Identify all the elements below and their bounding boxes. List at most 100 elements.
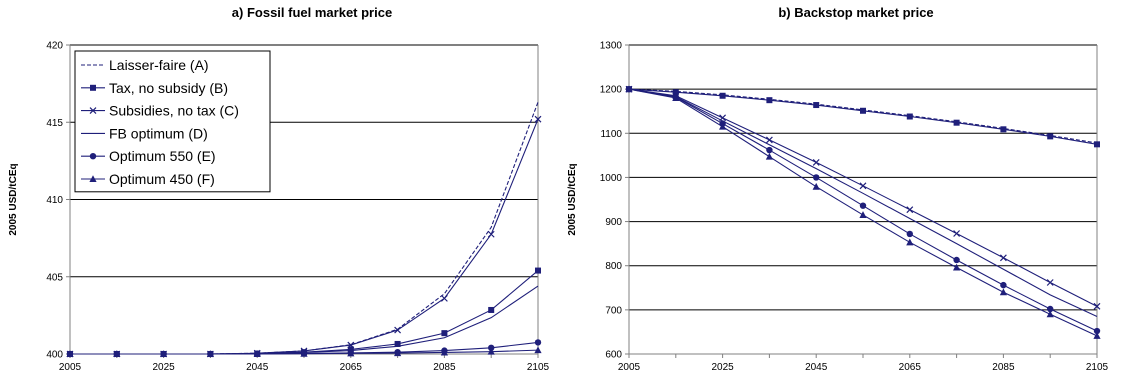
y-tick-label: 420 bbox=[46, 41, 63, 52]
chart-title: a) Fossil fuel market price bbox=[232, 5, 392, 20]
x-tick-label: 2045 bbox=[246, 362, 269, 373]
series-2-marker bbox=[813, 102, 820, 109]
series-line-3 bbox=[628, 88, 1098, 307]
series-2-marker bbox=[953, 119, 960, 126]
x-tick-label: 2005 bbox=[59, 362, 82, 373]
series-6-marker bbox=[113, 350, 121, 357]
series-6-marker bbox=[672, 94, 680, 101]
series-line-2 bbox=[628, 88, 1098, 145]
series-2-marker bbox=[672, 89, 679, 96]
series-3-marker bbox=[953, 230, 961, 237]
chart-fossil-fuel-price: a) Fossil fuel market price 2005 USD/tCEq… bbox=[8, 5, 550, 373]
y-tick-label: 800 bbox=[605, 261, 622, 272]
legend-box bbox=[74, 50, 271, 193]
series-2-marker bbox=[394, 340, 401, 347]
series-5-marker bbox=[766, 146, 773, 154]
x-tick-label: 2105 bbox=[527, 362, 550, 373]
series-2-marker bbox=[1000, 126, 1007, 133]
series-line-4 bbox=[70, 285, 539, 355]
series-6-marker bbox=[765, 152, 773, 160]
series-3-marker bbox=[487, 230, 495, 238]
y-tick-label: 415 bbox=[46, 118, 63, 129]
y-axis-label: 2005 USD/tCEq bbox=[8, 163, 19, 235]
series-6-marker bbox=[859, 211, 867, 218]
series-6-marker bbox=[394, 349, 402, 357]
y-tick-label: 1200 bbox=[600, 85, 623, 96]
y-tick-label: 1100 bbox=[600, 129, 622, 140]
series-6-marker bbox=[906, 238, 914, 246]
series-6-marker bbox=[487, 347, 495, 355]
series-5-marker bbox=[953, 256, 960, 264]
series-6-marker bbox=[999, 288, 1007, 296]
series-5-marker bbox=[488, 344, 495, 352]
chart-title: b) Backstop market price bbox=[778, 5, 933, 20]
x-tick-label: 2065 bbox=[899, 362, 922, 373]
series-5-marker bbox=[1000, 281, 1007, 289]
series-2-marker bbox=[488, 306, 495, 313]
series-6-marker bbox=[812, 182, 820, 190]
series-6-marker bbox=[1093, 332, 1101, 339]
y-tick-label: 410 bbox=[46, 195, 63, 206]
series-5-marker bbox=[534, 339, 542, 346]
series-6-marker bbox=[347, 349, 355, 357]
series-6-marker bbox=[534, 346, 542, 354]
legend-marker-3 bbox=[89, 107, 97, 115]
series-6-marker bbox=[160, 350, 168, 357]
x-tick-label: 2025 bbox=[711, 362, 734, 373]
series-6-marker bbox=[1046, 310, 1054, 318]
y-tick-label: 700 bbox=[605, 305, 622, 316]
series-2-marker bbox=[906, 113, 913, 120]
y-tick-label: 1300 bbox=[600, 41, 623, 52]
x-tick-label: 2085 bbox=[433, 362, 456, 373]
series-6-marker bbox=[625, 85, 633, 93]
series-line-4 bbox=[628, 88, 1098, 317]
series-6-marker bbox=[66, 350, 74, 357]
x-tick-label: 2005 bbox=[618, 362, 641, 373]
series-3-marker bbox=[1093, 302, 1101, 310]
series-2-marker bbox=[860, 107, 866, 114]
legend-label-2: Tax, no subsidy (B) bbox=[109, 80, 228, 96]
x-tick-label: 2105 bbox=[1086, 362, 1109, 373]
x-tick-label: 2045 bbox=[805, 362, 828, 373]
series-6-marker bbox=[300, 349, 308, 357]
series-5-marker bbox=[906, 230, 913, 238]
x-tick-label: 2085 bbox=[992, 362, 1015, 373]
series-2-marker bbox=[347, 346, 354, 353]
series-6-marker bbox=[953, 263, 961, 271]
series-line-5 bbox=[628, 88, 1098, 332]
y-tick-label: 400 bbox=[46, 350, 63, 361]
series-3-marker bbox=[394, 326, 402, 334]
series-3-marker bbox=[999, 254, 1007, 262]
y-tick-label: 600 bbox=[605, 350, 622, 361]
series-3-marker bbox=[1046, 279, 1054, 286]
legend-label-3: Subsidies, no tax (C) bbox=[109, 103, 239, 119]
series-6-marker bbox=[719, 122, 727, 130]
x-tick-label: 2025 bbox=[152, 362, 175, 373]
series-3-marker bbox=[440, 294, 448, 302]
series-5-marker bbox=[1047, 305, 1054, 313]
legend-marker-5 bbox=[89, 153, 97, 160]
series-2-marker bbox=[719, 92, 726, 99]
series-6-marker bbox=[206, 350, 214, 357]
series-3-marker bbox=[534, 115, 542, 123]
series-line-2 bbox=[70, 270, 539, 355]
y-tick-label: 405 bbox=[46, 272, 63, 283]
x-tick-label: 2065 bbox=[340, 362, 363, 373]
legend: Laisser-faire (A) Tax, no subsidy (B) Subs… bbox=[74, 50, 271, 193]
series-5-marker bbox=[1093, 327, 1101, 335]
series-2-marker bbox=[1047, 133, 1054, 140]
legend-label-5: Optimum 550 (E) bbox=[109, 148, 216, 164]
legend-label-6: Optimum 450 (F) bbox=[109, 171, 215, 187]
series-3-marker bbox=[906, 206, 914, 214]
series-2-marker bbox=[1094, 141, 1100, 148]
y-tick-label: 1000 bbox=[600, 173, 623, 184]
series-6-marker bbox=[440, 348, 448, 356]
series-line-1 bbox=[628, 88, 1098, 144]
legend-marker-6 bbox=[89, 175, 97, 182]
series-5-marker bbox=[859, 202, 867, 209]
series-3-marker bbox=[859, 182, 867, 190]
legend-label-4: FB optimum (D) bbox=[109, 125, 208, 141]
legend-marker-2 bbox=[90, 84, 96, 91]
series-2-marker bbox=[535, 267, 541, 274]
